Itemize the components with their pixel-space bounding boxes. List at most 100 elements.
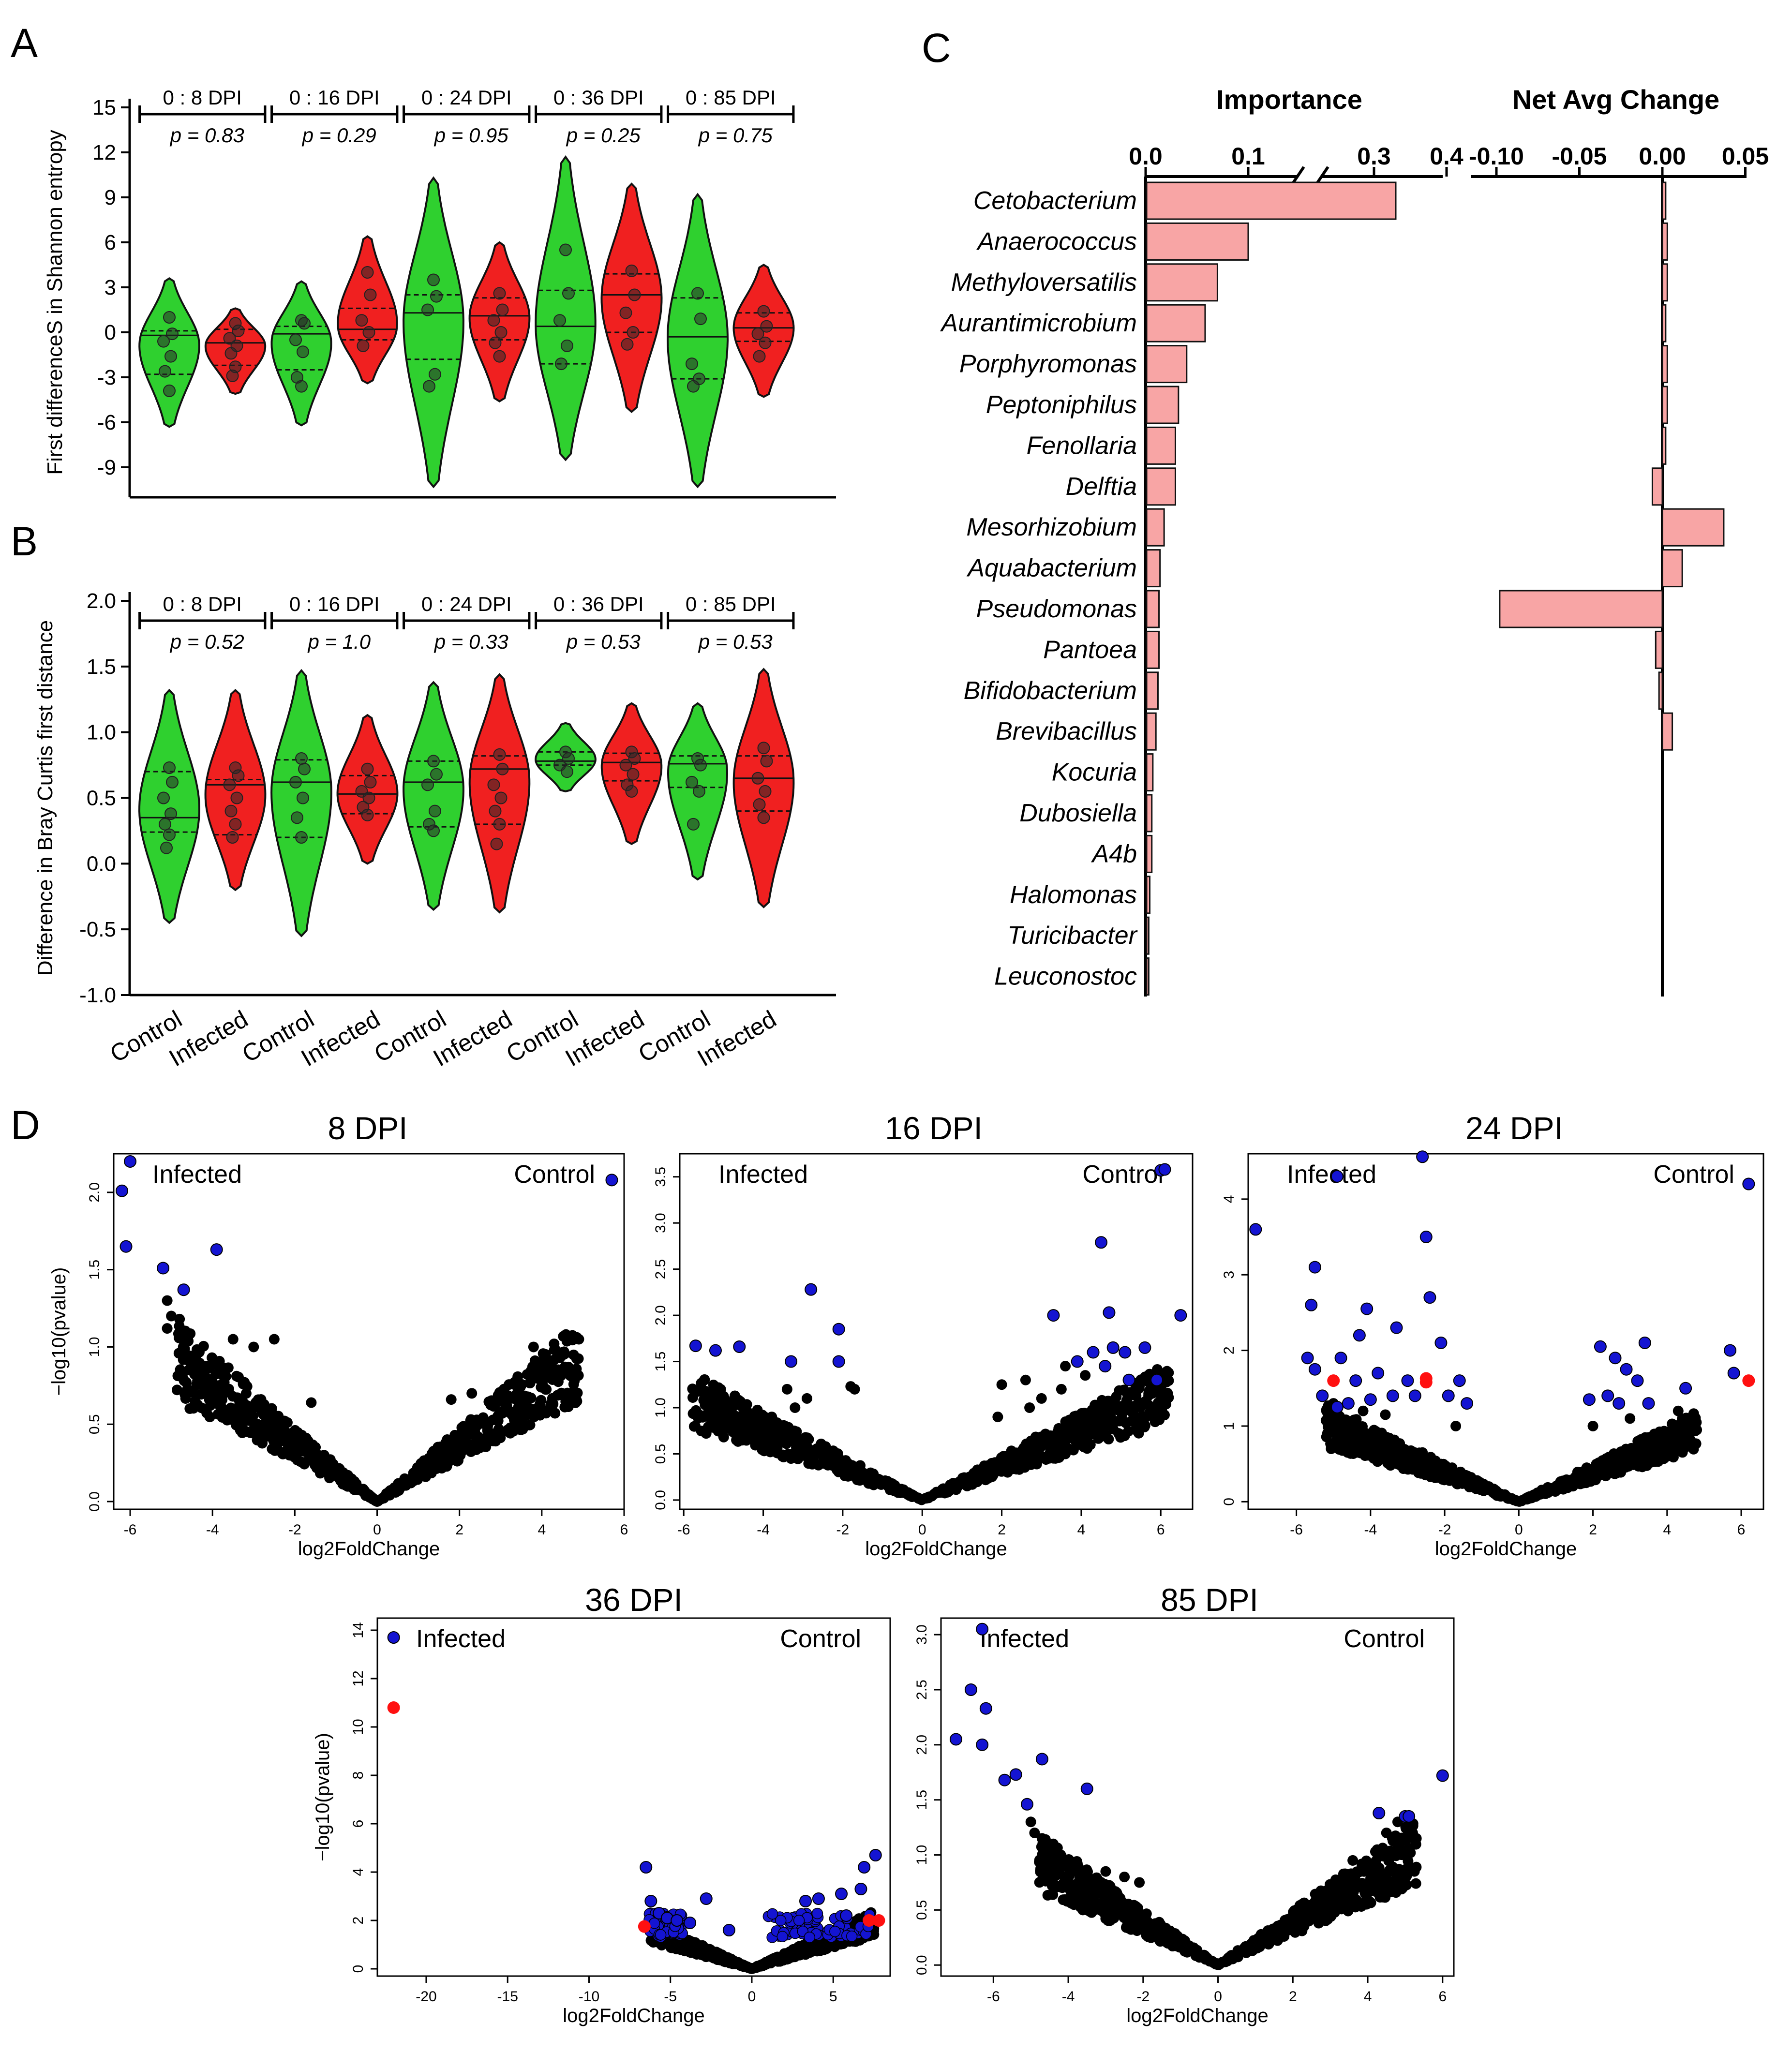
y-tick-label: 12 [92,141,116,164]
y-tick-label: 1.0 [914,1845,930,1865]
x-tick-label: 2 [1589,1522,1597,1538]
ns-point [1157,1388,1168,1399]
ns-point [1103,1399,1114,1411]
y-tick-label: 1.5 [914,1790,930,1810]
sig-point [1434,1336,1448,1349]
ns-point [1123,1426,1134,1437]
data-point [562,287,575,300]
importance-bar [1146,426,1176,465]
data-point [364,775,377,788]
ns-point [292,1440,303,1451]
data-point [226,831,239,844]
sig-point [832,1355,845,1368]
sig-point [1301,1352,1314,1365]
sig-point [1461,1397,1474,1410]
sig-point [1583,1393,1596,1406]
y-tick-label: 1.5 [87,1260,103,1280]
ns-point [1634,1441,1645,1452]
sig-point [1099,1360,1112,1373]
ns-point [833,1466,844,1477]
ns-point [1344,1902,1355,1913]
taxon-label: Pseudomonas [976,595,1137,623]
data-point [625,264,638,277]
data-point [355,314,368,327]
ns-point [412,1469,423,1480]
p-value-label: p = 0.25 [566,124,641,147]
data-point [687,818,700,831]
ns-point [1010,1455,1021,1466]
ns-point [334,1463,345,1474]
ns-point [1062,1872,1074,1883]
ns-point [181,1377,192,1388]
ns-point [1119,1872,1130,1883]
sig-point [1386,1389,1399,1402]
ns-point [306,1397,317,1408]
ns-point [1139,1420,1150,1431]
ns-point [699,1375,710,1386]
taxon-label: Halomonas [1010,881,1137,909]
ns-point [732,1436,744,1447]
importance-bar [1146,467,1176,506]
ns-point [1128,1914,1139,1925]
ns-point [951,1484,962,1495]
comparison-label: 0 : 24 DPI [421,86,512,109]
x-tick-label: -2 [1136,1989,1150,2005]
x-tick-label: 0 [373,1522,381,1538]
comparison-label: 0 : 8 DPI [163,86,242,109]
data-point [427,824,440,837]
y-tick-label: 4 [350,1868,366,1876]
y-tick-label: 0.0 [653,1490,669,1510]
ns-point [750,1440,761,1451]
data-point [686,775,698,788]
ns-point [818,1443,829,1454]
x-tick-label: 0 [1214,1989,1222,2005]
taxon-label: Dubosiella [1019,799,1137,827]
data-point [430,768,443,781]
sig-point [1119,1346,1132,1359]
ns-point [751,1962,762,1973]
importance-tick-label: 0.0 [1129,143,1163,170]
data-point [627,326,640,339]
data-point [757,305,770,318]
ns-point [701,1400,712,1411]
sig-point [1436,1769,1449,1782]
sig-point [655,1929,667,1941]
y-tick-label: 6 [350,1820,366,1828]
sig-point [1364,1393,1377,1406]
ns-point [1310,1889,1321,1900]
ns-point [189,1369,200,1380]
ns-point [1081,1432,1092,1443]
sig-point [766,1908,778,1920]
ns-point [1625,1413,1636,1424]
sig-point [1403,1810,1416,1823]
sig-point [1642,1397,1655,1410]
taxon-label: Bifidobacterium [964,677,1137,705]
ns-point [1057,1428,1068,1440]
data-point [757,811,770,824]
ns-point [1071,1439,1082,1450]
data-point [298,762,311,775]
ns-point [1574,1467,1585,1478]
ns-point [1143,1390,1154,1401]
sig-point [840,1909,853,1922]
sig-point [387,1631,400,1644]
ns-point [1612,1467,1623,1478]
data-point [753,350,766,363]
ns-point [282,1417,293,1428]
ns-point [535,1398,546,1410]
ns-point [349,1479,360,1490]
ns-point [1357,1421,1368,1432]
ns-point [1055,1849,1066,1860]
sig-point [1679,1382,1692,1395]
ns-point [1060,1361,1071,1372]
ns-point [432,1452,443,1463]
sig-point [1020,1798,1033,1811]
importance-bar [1146,508,1165,547]
violin-body [666,193,729,489]
ns-point [1381,1828,1392,1838]
ns-point [483,1436,494,1447]
x-tick-label: 2 [455,1522,463,1538]
y-tick-label: 2.5 [653,1259,669,1279]
sig-point [846,1930,858,1942]
